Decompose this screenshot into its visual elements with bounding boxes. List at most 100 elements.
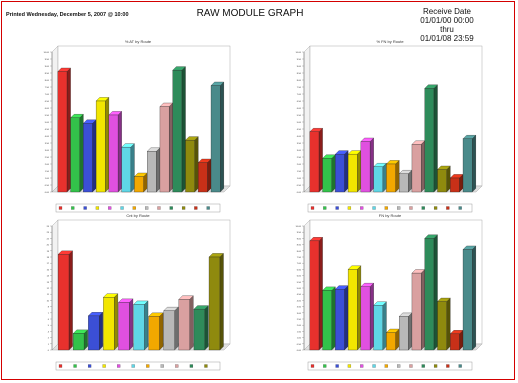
y-tick-label: 10.00 (296, 52, 302, 54)
bar (70, 113, 84, 193)
receive-date-label: Receive Date (422, 7, 472, 16)
y-tick-label: 9.00 (297, 238, 302, 240)
bar (334, 150, 349, 193)
y-tick-label: 6.00 (45, 108, 50, 110)
bar (424, 234, 438, 351)
legend-swatch (372, 364, 376, 368)
chart-cnt-by-route: Cnt by Route0124567810111213141617181920… (47, 213, 231, 371)
side-wall (303, 45, 311, 193)
legend-swatch (160, 364, 164, 368)
y-tick-label: 22 (47, 238, 50, 240)
y-tick-label: 2.00 (297, 164, 302, 166)
bar (386, 160, 400, 193)
bar (208, 253, 224, 351)
legend-swatch (335, 206, 339, 210)
legend-swatch (310, 206, 315, 210)
y-tick-label: 3.00 (297, 150, 302, 152)
legend-swatch (120, 206, 124, 210)
y-tick-label: 5.50 (297, 115, 302, 117)
legend-swatch (347, 206, 352, 210)
side-wall (51, 219, 59, 351)
y-tick-label: 5.00 (297, 288, 302, 290)
y-tick-label: 3.00 (45, 150, 50, 152)
legend-swatch (204, 364, 208, 368)
y-tick-label: 17 (47, 263, 50, 265)
y-tick-label: 0.50 (45, 185, 50, 187)
chart-title: FN by Route (379, 213, 402, 218)
y-tick-label: 2.00 (297, 325, 302, 327)
bar (197, 158, 212, 193)
legend (307, 203, 473, 213)
y-tick-label: 5.50 (45, 115, 50, 117)
y-tick-label: 0.00 (45, 192, 50, 194)
y-tick-label: 1.00 (297, 178, 302, 180)
chart-title: % FN by Route (376, 39, 404, 44)
bar (163, 306, 179, 351)
y-tick-label: 9.50 (297, 232, 302, 234)
y-tick-label: 8.50 (45, 73, 50, 75)
y-tick-label: 4.50 (297, 294, 302, 296)
legend-swatch (181, 206, 186, 210)
y-tick-label: 1.50 (45, 171, 50, 173)
date-from: 01/01/00 00:00 (420, 16, 474, 25)
legend-swatch (87, 364, 92, 368)
y-tick-label: 16 (47, 269, 50, 271)
legend-swatch (145, 206, 149, 210)
y-tick-label: 9.00 (297, 66, 302, 68)
legend-swatch (372, 206, 376, 210)
bar (449, 174, 464, 193)
y-tick-label: 8.00 (45, 80, 50, 82)
side-wall (303, 219, 311, 351)
legend-swatch (157, 206, 161, 210)
legend-swatch (131, 364, 135, 368)
chart-title: % AT by Route (125, 39, 152, 44)
bar (309, 127, 323, 193)
bar (322, 154, 336, 193)
y-tick-label: 8.00 (297, 80, 302, 82)
bar (87, 311, 104, 351)
legend-swatch (458, 206, 462, 210)
legend-swatch (397, 206, 401, 210)
bar (121, 143, 135, 193)
bar (462, 245, 477, 351)
y-tick-label: 4.00 (297, 300, 302, 302)
legend-swatch (409, 364, 413, 368)
report-title: RAW MODULE GRAPH (196, 8, 304, 19)
y-tick-label: 1.50 (297, 331, 302, 333)
y-tick-label: 6.50 (297, 101, 302, 103)
y-tick-label: 14 (47, 276, 50, 278)
y-tick-label: 1.00 (45, 178, 50, 180)
legend-swatch (58, 364, 63, 368)
legend-swatch (83, 206, 87, 210)
y-tick-label: 7.50 (297, 257, 302, 259)
bar (72, 329, 89, 351)
bar (398, 169, 413, 193)
receive-date-block: Receive Date 01/01/00 00:00 thru 01/01/0… (392, 7, 502, 43)
y-tick-label: 12 (47, 288, 50, 290)
legend-swatch (384, 364, 388, 368)
legend-swatch (108, 206, 112, 210)
legend-swatch (397, 364, 401, 368)
bar (146, 147, 161, 193)
legend-swatch (409, 206, 413, 210)
y-tick-label: 13 (47, 282, 50, 284)
bar (360, 137, 375, 193)
y-tick-label: 20 (47, 245, 50, 247)
bar (373, 301, 387, 351)
legend-swatch (421, 206, 425, 210)
printed-timestamp: Printed Wednesday, December 5, 2007 @ 10… (6, 12, 129, 18)
bar (148, 312, 164, 351)
bar (118, 298, 134, 351)
y-tick-label: 6.50 (45, 101, 50, 103)
bar (134, 172, 148, 193)
y-tick-label: 0.00 (297, 192, 302, 194)
bar (360, 282, 375, 351)
y-tick-label: 7.50 (297, 87, 302, 89)
bar (309, 236, 323, 351)
legend-swatch (347, 364, 352, 368)
y-tick-label: 7 (48, 313, 50, 315)
y-tick-label: 6 (48, 319, 50, 321)
y-tick-label: 9.00 (45, 66, 50, 68)
bar (172, 66, 186, 193)
bar (57, 250, 73, 351)
